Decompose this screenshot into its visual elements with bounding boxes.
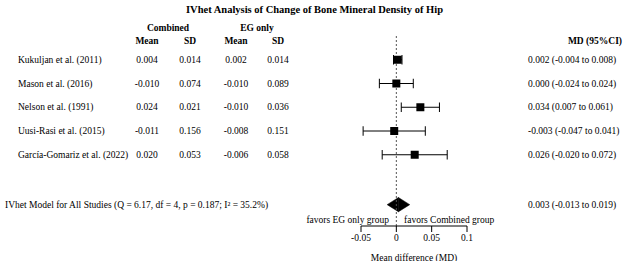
html-text:0.036: 0.036	[267, 102, 289, 113]
html-text:-0.010: -0.010	[134, 78, 160, 89]
html-text:García-Gomariz et al. (2022): García-Gomariz et al. (2022)	[18, 149, 129, 160]
html-text:0.074: 0.074	[179, 78, 201, 89]
svg-text:0: 0	[394, 233, 399, 243]
html-text:SD: SD	[271, 36, 285, 46]
html-text:0.021: 0.021	[179, 102, 201, 113]
html-text:0.156: 0.156	[179, 126, 201, 136]
html-text:0.003 (-0.013 to 0.019): 0.003 (-0.013 to 0.019)	[528, 199, 617, 210]
html-text:Combined: Combined	[146, 23, 190, 33]
html-text:EG only: EG only	[240, 23, 274, 33]
html-text:0.000 (-0.024 to 0.024): 0.000 (-0.024 to 0.024)	[528, 78, 617, 89]
svg-text:-0.05: -0.05	[351, 233, 371, 243]
html-text:0.151: 0.151	[267, 126, 289, 136]
html-text:0.089: 0.089	[267, 78, 289, 89]
html-text:0.002: 0.002	[225, 54, 247, 65]
html-text:0.020: 0.020	[136, 149, 158, 160]
html-text:MD (95%CI): MD (95%CI)	[567, 36, 622, 46]
html-text:-0.008: -0.008	[223, 126, 249, 136]
html-text:favors EG only group: favors EG only group	[306, 215, 389, 225]
html-text:-0.006: -0.006	[223, 149, 249, 160]
html-text:Nelson et al. (1991): Nelson et al. (1991)	[18, 102, 94, 113]
html-text:IVhet Model for All Studies (Q: IVhet Model for All Studies (Q = 6.17, d…	[5, 199, 269, 210]
html-text:0.058: 0.058	[267, 149, 289, 160]
html-text:favors Combined group: favors Combined group	[404, 215, 495, 225]
html-text:0.024: 0.024	[136, 102, 158, 113]
html-text:-0.010: -0.010	[223, 78, 249, 89]
svg-text:Mean difference (MD): Mean difference (MD)	[371, 253, 457, 261]
html-text:0.026 (-0.020 to 0.072): 0.026 (-0.020 to 0.072)	[528, 149, 617, 160]
html-text:Uusi-Rasi et al. (2015): Uusi-Rasi et al. (2015)	[18, 126, 105, 136]
html-text:SD: SD	[183, 36, 197, 46]
html-text:Mean: Mean	[135, 36, 159, 46]
svg-text:0.05: 0.05	[423, 233, 440, 243]
html-text:0.034 (0.007 to 0.061): 0.034 (0.007 to 0.061)	[528, 102, 613, 113]
html-text:Mean: Mean	[224, 36, 248, 46]
html-text:0.014: 0.014	[179, 54, 201, 65]
html-text:0.053: 0.053	[179, 149, 201, 160]
html-text:0.004: 0.004	[136, 54, 158, 65]
html-text:-0.011: -0.011	[134, 126, 160, 136]
svg-text:0.1: 0.1	[461, 233, 473, 243]
html-text:Kukuljan et al. (2011): Kukuljan et al. (2011)	[18, 54, 102, 65]
html-text:0.002 (-0.004 to 0.008): 0.002 (-0.004 to 0.008)	[528, 54, 617, 65]
html-text:-0.003 (-0.047 to 0.041): -0.003 (-0.047 to 0.041)	[528, 126, 620, 136]
html-text:-0.010: -0.010	[223, 102, 249, 113]
html-text:Mason et al. (2016): Mason et al. (2016)	[18, 78, 93, 89]
html-text:0.014: 0.014	[267, 54, 289, 65]
html-text:IVhet Analysis of Change of Bo: IVhet Analysis of Change of Bone Mineral…	[186, 4, 443, 15]
